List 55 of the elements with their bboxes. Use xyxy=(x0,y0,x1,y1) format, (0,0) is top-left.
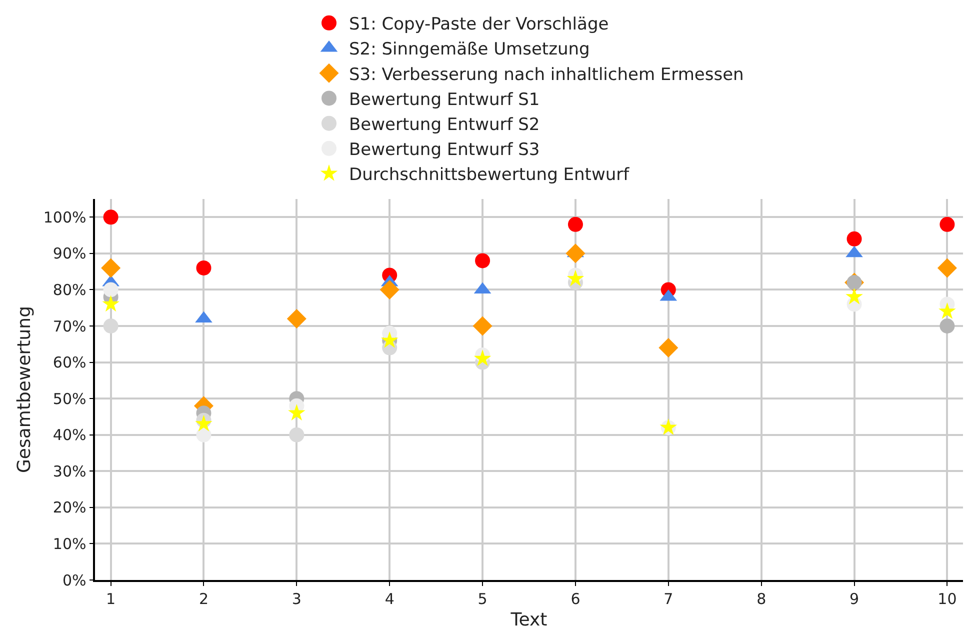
y-tick-label: 90% xyxy=(52,244,86,263)
x-tick-label: 2 xyxy=(198,590,209,608)
point xyxy=(195,414,212,432)
y-tick-label: 20% xyxy=(52,498,86,517)
y-tick-label: 40% xyxy=(52,426,86,444)
point xyxy=(380,280,400,300)
point xyxy=(196,427,212,442)
y-tick-label: 10% xyxy=(52,534,86,553)
point xyxy=(286,308,306,328)
x-tick-label: 7 xyxy=(664,590,674,608)
y-tick-label: 60% xyxy=(52,354,86,372)
point xyxy=(103,210,118,225)
y-tick-label: 30% xyxy=(52,462,86,480)
point xyxy=(289,427,304,442)
point xyxy=(846,288,863,304)
legend-label: S1: Copy-Paste der Vorschläge xyxy=(349,14,609,35)
y-tick-label: 80% xyxy=(52,280,86,299)
x-axis-title: Text xyxy=(510,609,548,630)
x-tick-label: 5 xyxy=(478,590,488,608)
x-tick-label: 4 xyxy=(384,590,394,608)
y-axis-title: Gesamtbewertung xyxy=(14,306,36,474)
point xyxy=(846,231,862,246)
x-tick-label: 8 xyxy=(756,590,766,608)
legend-label: Bewertung Entwurf S3 xyxy=(349,140,540,160)
point xyxy=(472,316,492,336)
point xyxy=(288,404,306,420)
point xyxy=(103,282,118,298)
point xyxy=(566,244,586,264)
point xyxy=(940,318,955,334)
x-tick-label: 3 xyxy=(292,590,302,608)
point xyxy=(568,216,583,232)
y-tick-label: 50% xyxy=(52,390,86,408)
point xyxy=(196,260,212,276)
point xyxy=(566,270,584,286)
point xyxy=(938,302,956,319)
point xyxy=(103,318,118,334)
x-tick-label: 6 xyxy=(570,590,580,608)
legend-label: S3: Verbesserung nach inhaltlichem Ermessen xyxy=(349,64,744,85)
point xyxy=(475,253,490,268)
point xyxy=(474,350,492,366)
x-tick-label: 10 xyxy=(938,590,957,608)
y-tick-label: 100% xyxy=(43,208,86,226)
x-tick-label: 9 xyxy=(849,590,860,608)
point xyxy=(658,338,678,358)
y-tick-label: 0% xyxy=(62,571,86,590)
point xyxy=(940,216,955,232)
x-tick-label: 1 xyxy=(106,590,116,608)
legend-label: Bewertung Entwurf S1 xyxy=(349,90,540,110)
legend-label: Bewertung Entwurf S2 xyxy=(349,114,540,135)
point xyxy=(937,258,957,278)
legend-label: S2: Sinngemäße Umsetzung xyxy=(349,40,590,60)
y-tick-label: 70% xyxy=(52,317,86,336)
legend-label: Durchschnittsbewertung Entwurf xyxy=(349,165,630,186)
point xyxy=(102,295,120,312)
point xyxy=(101,258,121,278)
